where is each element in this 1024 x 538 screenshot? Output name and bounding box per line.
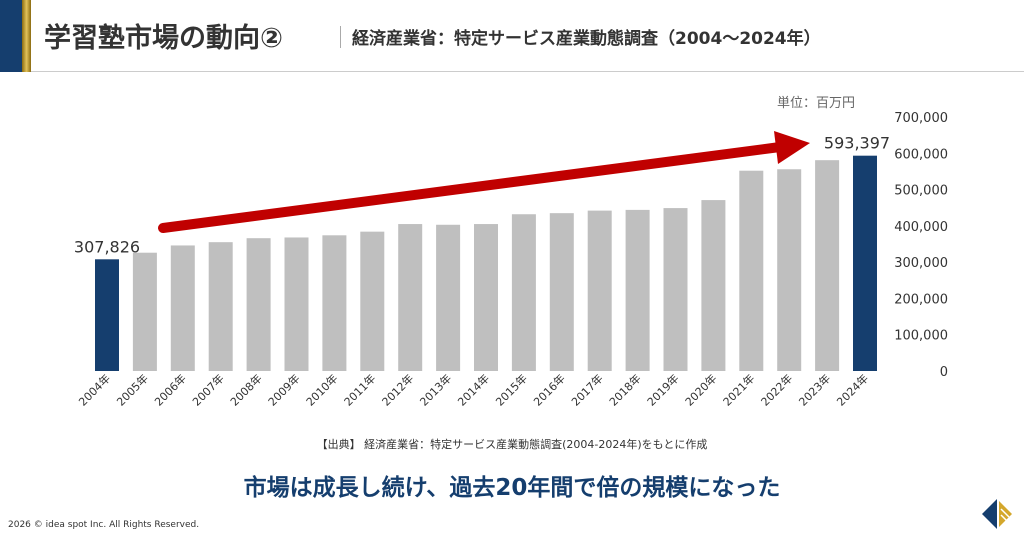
x-tick-label: 2014年 bbox=[455, 371, 492, 408]
bar-2015 bbox=[511, 214, 536, 371]
bar-2008 bbox=[246, 238, 271, 371]
y-tick-label: 500,000 bbox=[894, 184, 948, 199]
x-tick-label: 2009年 bbox=[265, 371, 302, 408]
x-tick-label: 2006年 bbox=[151, 371, 188, 408]
page-subtitle: 経済産業省：特定サービス産業動態調査（2004～2024年） bbox=[352, 29, 821, 49]
bar-2017 bbox=[587, 210, 612, 371]
data-label: 593,397 bbox=[824, 134, 890, 153]
x-tick-label: 2020年 bbox=[682, 371, 719, 408]
bar-2022 bbox=[777, 169, 802, 371]
bar-2014 bbox=[474, 224, 498, 371]
bar-2004 bbox=[95, 259, 119, 371]
header-accent-navy bbox=[0, 0, 22, 72]
y-tick-label: 400,000 bbox=[894, 220, 948, 235]
trend-arrow-head bbox=[774, 131, 810, 164]
x-tick-label: 2007年 bbox=[189, 371, 226, 408]
x-tick-label: 2015年 bbox=[493, 371, 530, 408]
x-tick-label: 2013年 bbox=[417, 371, 454, 408]
bar-2006 bbox=[170, 245, 195, 371]
bar-2024 bbox=[853, 155, 877, 371]
y-tick-label: 0 bbox=[940, 365, 948, 380]
x-tick-label: 2005年 bbox=[114, 371, 151, 408]
bar-2009 bbox=[284, 237, 309, 371]
bar-2011 bbox=[360, 231, 385, 371]
bar-2013 bbox=[436, 224, 461, 371]
copyright: 2026 © idea spot Inc. All Rights Reserve… bbox=[8, 520, 200, 530]
x-tick-label: 2024年 bbox=[834, 371, 871, 408]
bar-2019 bbox=[663, 208, 688, 371]
y-tick-label: 200,000 bbox=[894, 292, 948, 307]
y-tick-label: 100,000 bbox=[894, 329, 948, 344]
y-tick-label: 700,000 bbox=[894, 111, 948, 126]
bar-2007 bbox=[208, 242, 233, 371]
x-tick-label: 2012年 bbox=[379, 371, 416, 408]
trend-arrow-shaft bbox=[158, 142, 785, 233]
unit-label: 単位：百万円 bbox=[777, 96, 856, 111]
x-tick-label: 2004年 bbox=[76, 371, 113, 408]
x-tick-label: 2018年 bbox=[606, 371, 643, 408]
header-accent-gold bbox=[22, 0, 31, 72]
x-tick-label: 2010年 bbox=[303, 371, 340, 408]
bar-2023 bbox=[815, 160, 840, 371]
x-tick-label: 2011年 bbox=[341, 371, 378, 408]
y-tick-label: 300,000 bbox=[894, 256, 948, 271]
bar-2021 bbox=[739, 170, 764, 371]
title-separator bbox=[340, 26, 341, 48]
key-message: 市場は成長し続け、過去20年間で倍の規模になった bbox=[243, 475, 781, 501]
bar-2010 bbox=[322, 235, 347, 371]
bar-2012 bbox=[398, 224, 423, 371]
bar-2005 bbox=[132, 252, 157, 371]
page-title: 学習塾市場の動向② bbox=[44, 23, 283, 54]
bar-2016 bbox=[549, 213, 574, 371]
bar-2018 bbox=[625, 209, 650, 371]
x-tick-label: 2021年 bbox=[720, 371, 757, 408]
y-tick-label: 600,000 bbox=[894, 147, 948, 162]
x-tick-label: 2017年 bbox=[568, 371, 605, 408]
data-label: 307,826 bbox=[74, 237, 140, 256]
x-tick-label: 2008年 bbox=[227, 371, 264, 408]
x-tick-label: 2016年 bbox=[530, 371, 567, 408]
bar-2020 bbox=[701, 200, 726, 371]
x-tick-label: 2019年 bbox=[644, 371, 681, 408]
source-note: 【出典】 経済産業省：特定サービス産業動態調査(2004-2024年)をもとに作… bbox=[316, 438, 708, 451]
header-divider bbox=[31, 71, 1024, 72]
x-tick-label: 2022年 bbox=[758, 371, 795, 408]
company-logo bbox=[982, 499, 1012, 529]
x-tick-label: 2023年 bbox=[796, 371, 833, 408]
